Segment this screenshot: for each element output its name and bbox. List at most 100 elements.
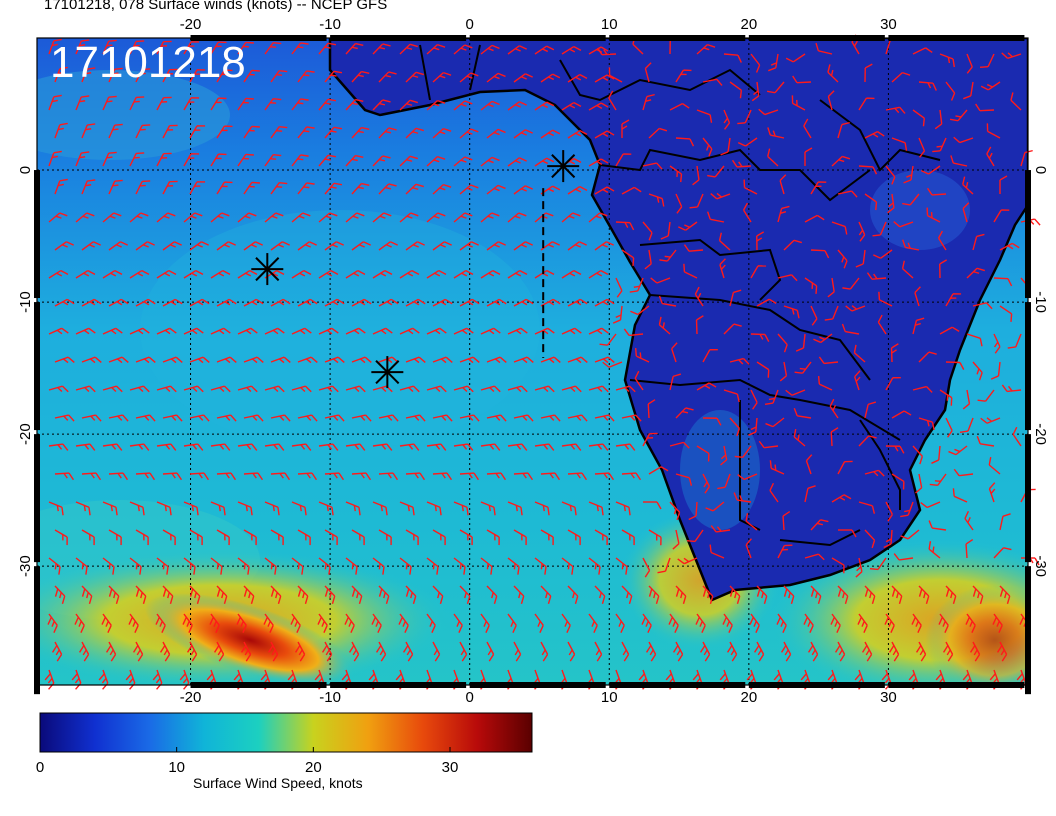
colorbar-title: Surface Wind Speed, knots bbox=[193, 775, 363, 791]
wind-barb bbox=[634, 347, 650, 363]
wind-barb bbox=[48, 385, 69, 393]
wind-barb bbox=[513, 585, 525, 605]
wind-barb bbox=[183, 385, 204, 393]
graticule bbox=[37, 38, 1028, 685]
wind-barb bbox=[183, 443, 204, 451]
wind-barb bbox=[999, 585, 1011, 605]
wind-barb bbox=[986, 146, 995, 167]
wind-barb bbox=[48, 94, 62, 111]
wind-barb bbox=[648, 466, 669, 475]
wind-barb bbox=[720, 445, 728, 466]
wind-barb bbox=[992, 613, 1003, 633]
wind-barb bbox=[641, 613, 652, 633]
wind-barb bbox=[270, 472, 291, 481]
wind-barb bbox=[777, 205, 790, 223]
wind-barb bbox=[748, 417, 758, 436]
wind-barb bbox=[953, 468, 974, 477]
wind-barb bbox=[486, 585, 498, 605]
wind-barb bbox=[824, 305, 839, 321]
wind-barb bbox=[135, 68, 151, 83]
wind-barb bbox=[1007, 333, 1022, 349]
wind-barb bbox=[695, 315, 704, 335]
wind-barb bbox=[750, 333, 770, 342]
wind-barb bbox=[931, 445, 941, 464]
wind-barb bbox=[629, 277, 644, 293]
lon-tick-label-bottom: 30 bbox=[880, 689, 897, 706]
wind-barb bbox=[779, 174, 787, 195]
wind-barb bbox=[237, 97, 254, 111]
lon-tick-label-bottom: 20 bbox=[741, 689, 758, 706]
wind-barb bbox=[588, 501, 604, 516]
wind-barb bbox=[540, 129, 561, 139]
wind-barb bbox=[270, 181, 288, 195]
wind-barb bbox=[723, 53, 742, 63]
frame-tick-bar bbox=[34, 434, 40, 563]
wind-barb bbox=[893, 221, 914, 228]
wind-barb bbox=[588, 443, 609, 451]
wind-barb bbox=[216, 414, 237, 422]
wind-barb bbox=[642, 162, 663, 170]
wind-barb bbox=[918, 137, 926, 158]
frame-tick-bar bbox=[1025, 566, 1031, 695]
wind-barb bbox=[132, 641, 144, 662]
wind-barb bbox=[877, 314, 887, 335]
wind-barb bbox=[780, 641, 792, 662]
wind-barb bbox=[324, 70, 343, 83]
wind-barb bbox=[672, 529, 680, 550]
wind-barb bbox=[534, 613, 544, 633]
wind-barb bbox=[953, 136, 974, 144]
wind-barb bbox=[777, 333, 788, 353]
wind-barb bbox=[102, 443, 123, 451]
wind-barb bbox=[594, 585, 606, 605]
wind-barb bbox=[594, 186, 615, 195]
wind-barb bbox=[459, 641, 468, 662]
wind-barb bbox=[920, 165, 941, 175]
wind-barb bbox=[831, 155, 851, 167]
wind-barb bbox=[345, 98, 364, 111]
wind-barb bbox=[108, 585, 120, 605]
wind-barb bbox=[669, 441, 690, 449]
wind-barb bbox=[979, 53, 995, 69]
wind-barb bbox=[297, 356, 318, 364]
wind-barb bbox=[717, 473, 731, 490]
wind-barb bbox=[54, 472, 75, 481]
wind-barb bbox=[507, 157, 527, 167]
wind-barb bbox=[135, 414, 156, 422]
wind-barb bbox=[513, 641, 522, 662]
wind-barb bbox=[658, 295, 677, 307]
wind-barb bbox=[324, 182, 343, 195]
wind-barb bbox=[644, 62, 652, 83]
wind-barb bbox=[351, 298, 372, 307]
wind-barb bbox=[810, 305, 818, 326]
wind-barb bbox=[48, 501, 64, 516]
wind-barb bbox=[216, 585, 228, 605]
wind-barb bbox=[621, 472, 642, 481]
lon-tick-label-top: 20 bbox=[741, 16, 758, 33]
wind-barb bbox=[318, 501, 334, 516]
wind-barb bbox=[54, 529, 68, 546]
frame-tick-bar bbox=[34, 302, 40, 431]
frame-tick-bar bbox=[190, 682, 327, 688]
star-marker bbox=[547, 150, 580, 183]
wind-barb bbox=[945, 417, 953, 438]
wind-barb bbox=[243, 414, 264, 422]
frame-tick-bar bbox=[190, 35, 327, 41]
wind-barb bbox=[827, 277, 835, 298]
wind-barb bbox=[642, 557, 651, 578]
wind-barb bbox=[694, 286, 704, 307]
wind-barb bbox=[648, 127, 668, 139]
wind-barb bbox=[372, 212, 392, 223]
wind-barb bbox=[486, 241, 506, 251]
wind-barb bbox=[237, 41, 254, 55]
wind-barb bbox=[108, 67, 123, 83]
wind-barb bbox=[540, 356, 561, 364]
wind-barb bbox=[156, 557, 169, 575]
wind-barb bbox=[156, 327, 177, 335]
wind-barb bbox=[81, 179, 96, 195]
wind-barb bbox=[769, 482, 779, 503]
wind-barb bbox=[707, 165, 725, 178]
wind-barb bbox=[318, 327, 339, 335]
wind-barb bbox=[965, 613, 976, 633]
wind-barb bbox=[317, 613, 328, 633]
wind-barb bbox=[534, 157, 555, 167]
